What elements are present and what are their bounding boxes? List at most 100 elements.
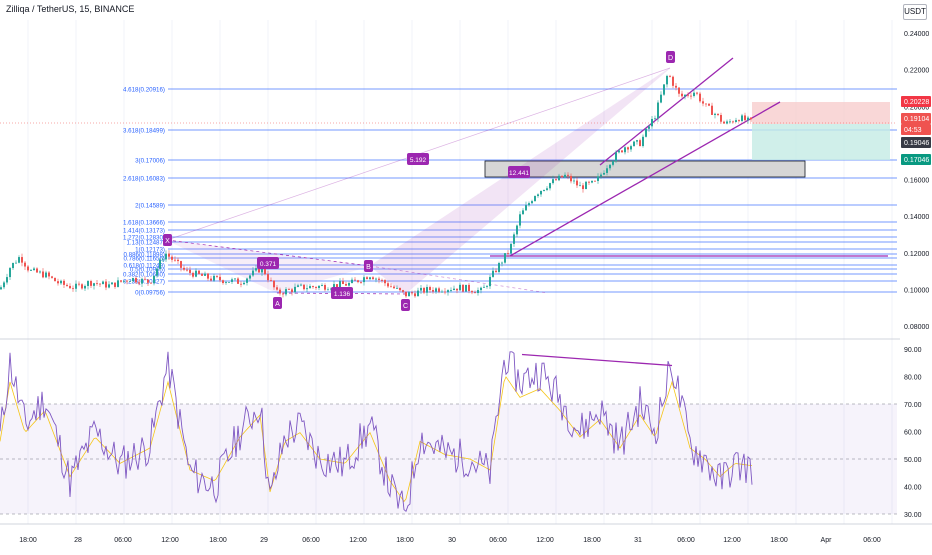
candle-body bbox=[126, 280, 128, 282]
price-badge-label: 0.19046 bbox=[904, 140, 929, 147]
candle-body bbox=[528, 203, 530, 206]
candle-body bbox=[324, 285, 326, 290]
candle-body bbox=[216, 275, 218, 277]
fib-level-label: 1.414(0.13173) bbox=[123, 228, 165, 235]
candle-body bbox=[600, 174, 602, 177]
time-tick-label: 28 bbox=[74, 537, 82, 544]
ratio-badge[interactable] bbox=[508, 166, 530, 178]
candle-body bbox=[606, 168, 608, 173]
candle-body bbox=[573, 180, 575, 182]
candle-body bbox=[171, 256, 173, 260]
candle-body bbox=[732, 121, 734, 123]
candle-body bbox=[375, 278, 377, 280]
candle-body bbox=[582, 185, 584, 190]
time-tick-label: 06:00 bbox=[489, 537, 507, 544]
candle-body bbox=[270, 280, 272, 281]
channel-lower-line[interactable] bbox=[509, 101, 781, 257]
pattern-point-marker[interactable] bbox=[273, 297, 282, 309]
candle-body bbox=[249, 275, 251, 279]
time-tick-label: 06:00 bbox=[114, 537, 132, 544]
fib-level-label: 3.618(0.18499) bbox=[123, 128, 165, 135]
candle-body bbox=[90, 281, 92, 286]
candle-body bbox=[627, 147, 629, 150]
candle-body bbox=[342, 281, 344, 285]
candle-body bbox=[693, 92, 695, 97]
ratio-badge[interactable] bbox=[331, 287, 353, 299]
pattern-point-marker[interactable] bbox=[401, 299, 410, 311]
candle-body bbox=[726, 121, 728, 124]
candle-body bbox=[576, 180, 578, 186]
price-tick-label: 0.08000 bbox=[904, 324, 929, 331]
candle-body bbox=[132, 278, 134, 282]
candle-body bbox=[540, 190, 542, 195]
candle-body bbox=[384, 280, 386, 284]
candle-body bbox=[108, 284, 110, 288]
pattern-point-label: C bbox=[403, 303, 408, 310]
candle-body bbox=[279, 289, 281, 294]
candle-body bbox=[21, 257, 23, 263]
time-tick-label: 06:00 bbox=[302, 537, 320, 544]
pattern-point-marker[interactable] bbox=[666, 51, 675, 63]
candle-body bbox=[291, 289, 293, 293]
candle-body bbox=[420, 287, 422, 291]
candle-body bbox=[447, 290, 449, 293]
pattern-point-marker[interactable] bbox=[364, 260, 373, 272]
ratio-label: 1.136 bbox=[334, 291, 351, 298]
ratio-badge[interactable] bbox=[257, 257, 279, 269]
candle-body bbox=[633, 141, 635, 147]
candle-body bbox=[294, 286, 296, 293]
candle-body bbox=[516, 225, 518, 235]
candle-body bbox=[114, 282, 116, 287]
rsi-tick-label: 30.00 bbox=[904, 512, 922, 519]
price-badge bbox=[901, 113, 931, 124]
candle-body bbox=[30, 270, 32, 271]
candle-body bbox=[738, 120, 740, 122]
candle-body bbox=[681, 93, 683, 97]
candle-body bbox=[417, 290, 419, 297]
candle-body bbox=[678, 87, 680, 94]
candle-body bbox=[669, 75, 671, 77]
candle-body bbox=[591, 180, 593, 183]
rsi-divergence-line[interactable] bbox=[521, 353, 673, 367]
candle-body bbox=[66, 284, 68, 286]
time-tick-label: 06:00 bbox=[863, 537, 881, 544]
candle-body bbox=[135, 278, 137, 283]
fib-level-label: 0.618(0.11249) bbox=[123, 263, 165, 270]
fibonacci-levels: 4.618(0.20916) 3.618(0.18499) 3(0.17006) 2.… bbox=[123, 87, 897, 297]
candle-body bbox=[27, 266, 29, 271]
pattern-point-marker[interactable] bbox=[163, 234, 172, 246]
ratio-badge[interactable] bbox=[407, 153, 429, 165]
candle-body bbox=[6, 277, 8, 283]
candle-body bbox=[228, 281, 230, 283]
bcd-triangle[interactable] bbox=[369, 67, 671, 295]
candle-body bbox=[81, 284, 83, 289]
candle-body bbox=[96, 283, 98, 285]
candle-body bbox=[267, 274, 269, 281]
candle-body bbox=[192, 272, 194, 277]
fib-level-label: 1(0.12173) bbox=[135, 247, 165, 254]
candle-body bbox=[129, 281, 131, 282]
candle-body bbox=[525, 205, 527, 211]
symbol-title[interactable]: Zilliqa / TetherUS, 15, BINANCE bbox=[6, 4, 135, 14]
candle-body bbox=[642, 136, 644, 147]
candle-body bbox=[351, 279, 353, 284]
candle-body bbox=[12, 262, 14, 269]
candle-body bbox=[519, 214, 521, 226]
candle-body bbox=[747, 117, 749, 121]
candle-body bbox=[438, 288, 440, 292]
currency-button[interactable]: USDT bbox=[903, 4, 927, 20]
candle-body bbox=[462, 284, 464, 292]
candle-body bbox=[300, 284, 302, 286]
time-tick-label: 29 bbox=[260, 537, 268, 544]
candle-body bbox=[717, 113, 719, 115]
channel-upper-line[interactable] bbox=[599, 57, 734, 166]
rsi-tick-label: 80.00 bbox=[904, 375, 922, 382]
stop-loss-zone[interactable] bbox=[752, 102, 890, 124]
candle-body bbox=[615, 152, 617, 162]
candle-body bbox=[663, 84, 665, 95]
candle-body bbox=[378, 278, 380, 280]
candle-body bbox=[297, 285, 299, 287]
take-profit-zone[interactable] bbox=[752, 124, 890, 160]
